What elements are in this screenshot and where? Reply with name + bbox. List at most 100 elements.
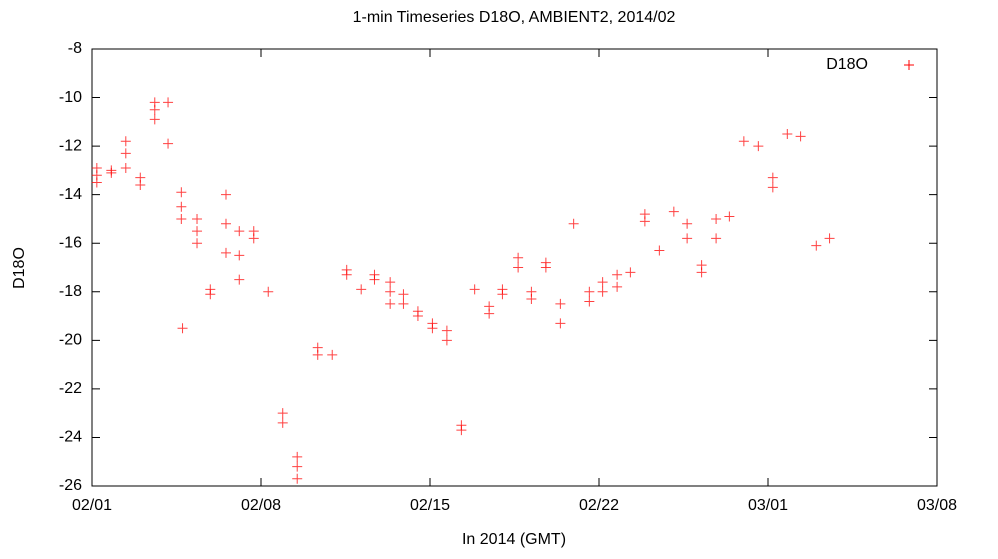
y-tick-label: -10 [59,89,82,106]
point [668,206,679,217]
point [738,136,749,147]
x-tick-label: 02/22 [579,497,619,514]
point [795,131,806,142]
point [234,250,245,261]
point [724,211,735,222]
point [711,213,722,224]
point [234,226,245,237]
point [441,325,452,336]
point [497,289,508,300]
point [220,247,231,258]
point [568,218,579,229]
point [696,267,707,278]
point [385,298,396,309]
point [385,277,396,288]
point [782,128,793,139]
point [277,408,288,419]
point [327,349,338,360]
point [263,286,274,297]
point [625,267,636,278]
point [356,284,367,295]
point [526,294,537,305]
point [312,349,323,360]
point [654,245,665,256]
point [811,240,822,251]
point [220,189,231,200]
point [120,148,131,159]
point [398,289,409,300]
point [484,308,495,319]
point [220,218,231,229]
point [292,451,303,462]
point [584,296,595,307]
y-tick-label: -12 [59,137,82,154]
point [513,252,524,263]
point [555,298,566,309]
point [91,177,102,188]
x-tick-label: 03/08 [917,497,957,514]
point [176,187,187,198]
point [469,284,480,295]
point [205,289,216,300]
point [682,218,693,229]
chart-title: 1-min Timeseries D18O, AMBIENT2, 2014/02 [353,9,676,26]
point [277,417,288,428]
point [824,233,835,244]
point [597,286,608,297]
y-tick-label: -8 [68,40,82,57]
point [120,136,131,147]
x-tick-label: 03/01 [748,497,788,514]
point [176,201,187,212]
point [540,262,551,273]
point [135,179,146,190]
y-tick-label: -18 [59,283,82,300]
point [106,167,117,178]
x-tick-label: 02/01 [72,497,112,514]
point [120,162,131,173]
legend-marker [904,60,914,70]
x-tick-label: 02/08 [241,497,281,514]
point [398,298,409,309]
y-axis-label: D18O [11,247,28,289]
point [369,274,380,285]
point [711,233,722,244]
plot-frame [91,48,938,487]
point [441,335,452,346]
point [234,274,245,285]
y-tick-label: -20 [59,332,82,349]
x-tick-label: 02/15 [410,497,450,514]
point [612,281,623,292]
point [292,461,303,472]
point [597,277,608,288]
point [767,172,778,183]
point [584,286,595,297]
point [412,311,423,322]
point [163,97,174,108]
point [177,323,188,334]
point [341,269,352,280]
point [248,233,259,244]
y-tick-label: -26 [59,477,82,494]
point [292,473,303,484]
point [163,138,174,149]
y-tick-label: -24 [59,429,82,446]
y-tick-label: -22 [59,380,82,397]
x-axis-label: In 2014 (GMT) [462,531,566,548]
point [149,114,160,125]
point [682,233,693,244]
point [176,213,187,224]
point [192,226,203,237]
point [513,262,524,273]
y-tick-label: -14 [59,186,82,203]
point [427,323,438,334]
y-tick-label: -16 [59,234,82,251]
point [639,216,650,227]
point [753,141,764,152]
legend-label: D18O [826,56,868,73]
point [456,425,467,436]
point [555,318,566,329]
point [192,213,203,224]
point [767,182,778,193]
point [149,104,160,115]
